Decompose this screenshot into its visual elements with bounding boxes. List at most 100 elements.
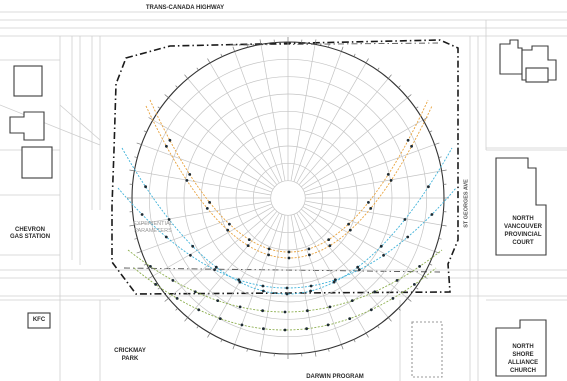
sun-hour-dot (389, 179, 393, 182)
azimuth-line (305, 200, 442, 226)
compass-tick (129, 224, 135, 227)
building-block (9, 111, 45, 141)
compass-tick (353, 339, 356, 343)
sun-hour-dot (413, 283, 416, 286)
property-setback-line (123, 267, 441, 273)
compass-tick (196, 325, 199, 329)
sun-arc-winter (127, 249, 443, 313)
crickmay-label-line1: CRICKMAY (114, 348, 146, 354)
sun-hour-dot (283, 328, 287, 332)
sun-hour-dot (328, 244, 332, 248)
compass-tick (134, 238, 138, 240)
azimuth-line (290, 215, 316, 352)
compass-tick (438, 238, 442, 240)
sun-hour-dot (309, 284, 313, 288)
building-block (13, 65, 43, 97)
sun-hour-dot (348, 317, 352, 320)
azimuth-line (152, 119, 274, 190)
compass-tick (341, 344, 344, 350)
compass-tick (207, 58, 211, 64)
sun-hour-dot (262, 289, 265, 293)
compass-tick (196, 67, 199, 71)
church-label-line4: CHURCH (510, 368, 536, 374)
compass-tick (429, 263, 433, 266)
compass-tick (175, 308, 178, 311)
sun-hour-dot (216, 299, 220, 302)
azimuth-line (187, 211, 278, 318)
compass-tick (175, 85, 178, 88)
sun-hour-dot (144, 185, 148, 189)
sun-hour-dot (348, 228, 352, 232)
altitude-ring (270, 180, 306, 216)
compass-tick (415, 106, 419, 109)
sun-hour-dot (167, 218, 171, 221)
compass-ticks (127, 37, 449, 359)
sun-hour-dot (193, 290, 197, 294)
sun-hour-dot (369, 207, 373, 210)
compass-tick (438, 156, 442, 158)
sun-hour-dot (418, 265, 421, 268)
sun-hour-dot (350, 299, 354, 302)
sun-hour-dot (261, 309, 264, 313)
chevron-label-line2: GAS STATION (9, 234, 51, 240)
compass-tick (148, 275, 154, 279)
sun-hour-dot (285, 286, 289, 290)
kfc-building (27, 312, 51, 329)
sun-hour-dot (367, 201, 370, 204)
court-label-line3: PROVINCIAL (504, 232, 542, 238)
compass-tick (415, 287, 419, 290)
azimuth-line (134, 200, 271, 226)
sun-hour-dot (356, 265, 360, 269)
compass-tick (164, 94, 169, 98)
sun-arc-equinox (117, 187, 457, 289)
sun-hour-dot (140, 213, 144, 216)
sun-hour-dots (140, 138, 434, 332)
sun-hour-dot (410, 144, 413, 148)
azimuth-line (152, 206, 274, 277)
sun-hour-dot (165, 144, 168, 148)
azimuth-line (301, 97, 408, 188)
compass-tick (388, 74, 392, 79)
sun-hour-dot (382, 253, 385, 257)
compass-tick (328, 348, 330, 352)
azimuth-line (298, 78, 389, 185)
compass-tick (157, 106, 161, 109)
crickmay-label-line2: PARK (121, 356, 139, 362)
azimuth-line (134, 170, 271, 196)
kfc-label: KFC (32, 317, 46, 323)
compass-tick (129, 169, 135, 172)
sun-hour-dot (430, 213, 434, 216)
compass-tick (377, 325, 380, 329)
compass-tick (143, 130, 147, 133)
compass-tick (434, 142, 440, 145)
sun-hour-dot (285, 292, 289, 296)
sun-hour-dot (213, 268, 217, 271)
sun-hour-dot (347, 222, 350, 226)
azimuth-line (209, 212, 280, 334)
compass-tick (136, 142, 142, 145)
sun-hour-dot (427, 185, 430, 189)
compass-tick (441, 224, 447, 227)
sun-arc-winter (133, 267, 437, 331)
compass-tick (365, 332, 369, 338)
compass-tick (407, 298, 412, 302)
azimuth-line (187, 78, 278, 185)
sun-hour-dot (327, 238, 331, 242)
sun-hour-dot (287, 250, 291, 254)
sun-hour-dot (238, 305, 242, 309)
sun-hour-dot (309, 289, 312, 293)
sun-hour-dot (218, 317, 222, 320)
sun-hour-dot (154, 283, 158, 286)
compass-tick (422, 275, 428, 279)
sun-hour-dot (391, 297, 395, 300)
sun-hour-dot (267, 253, 270, 257)
sun-hour-dot (369, 308, 373, 312)
sun-hour-dot (175, 297, 179, 300)
highway-label: TRANS-CANADA HIGHWAY (145, 5, 225, 11)
compass-tick (314, 39, 317, 45)
azimuth-line (234, 51, 283, 182)
sun-hour-dot (197, 308, 201, 312)
court-label-line4: COURT (512, 240, 534, 246)
